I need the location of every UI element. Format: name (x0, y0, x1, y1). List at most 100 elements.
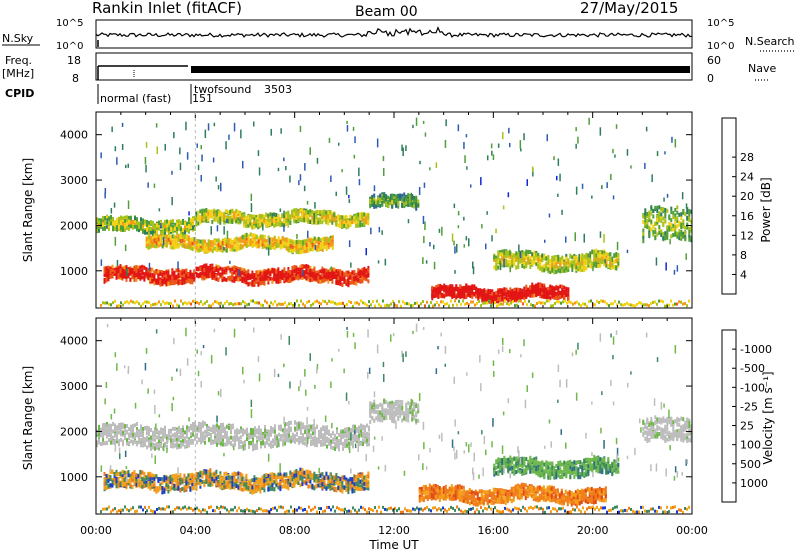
data-cell (585, 257, 588, 262)
data-cell (121, 274, 124, 279)
data-cell (233, 269, 236, 273)
data-cell (104, 221, 106, 226)
scatter-cell (377, 260, 380, 264)
near-range-cell (210, 304, 212, 308)
data-cell (331, 241, 334, 246)
scatter-cell (401, 144, 403, 152)
data-cell (341, 283, 344, 287)
data-cell (648, 232, 651, 237)
data-cell (186, 223, 188, 228)
data-cell (299, 240, 302, 244)
data-cell (505, 250, 508, 255)
data-cell (678, 222, 681, 227)
data-cell (303, 273, 306, 278)
data-cell (527, 249, 530, 254)
data-cell (672, 210, 675, 215)
data-cell (686, 207, 689, 212)
data-cell (341, 215, 344, 220)
data-cell (251, 282, 254, 287)
data-cell (353, 280, 356, 285)
data-cell (579, 265, 582, 270)
near-range-cell (168, 302, 170, 306)
data-cell (127, 274, 130, 279)
data-cell (335, 215, 338, 220)
data-cell (179, 235, 182, 240)
data-cell (365, 277, 368, 282)
data-cell (525, 252, 528, 257)
data-cell (167, 281, 170, 286)
data-cell (172, 219, 174, 224)
data-cell (100, 218, 102, 223)
data-cell (463, 290, 466, 295)
data-cell (180, 230, 182, 235)
data-cell (275, 239, 278, 244)
data-cell (319, 275, 322, 280)
data-cell (680, 234, 683, 239)
data-cell (131, 271, 134, 276)
data-cell (169, 241, 172, 246)
near-range-cell (146, 300, 148, 304)
near-range-cell (114, 299, 116, 303)
data-cell (115, 275, 118, 280)
data-cell (652, 224, 655, 229)
data-cell (567, 296, 570, 301)
data-cell (676, 224, 679, 229)
data-cell (662, 216, 665, 221)
data-cell (189, 271, 192, 276)
data-cell (475, 294, 478, 299)
data-cell (666, 232, 669, 237)
data-cell (585, 266, 588, 271)
data-cell (549, 290, 552, 295)
data-cell (385, 194, 388, 199)
scatter-cell (518, 244, 520, 253)
data-cell (295, 207, 298, 212)
data-cell (519, 290, 522, 295)
data-cell (176, 226, 178, 231)
data-cell (577, 257, 580, 262)
data-cell (541, 253, 544, 258)
scatter-cell (451, 233, 454, 242)
data-cell (165, 278, 168, 283)
data-cell (660, 207, 663, 212)
scatter-cell (100, 259, 103, 266)
scatter-cell (376, 138, 379, 148)
data-cell (343, 276, 346, 281)
data-cell (511, 296, 514, 301)
data-cell (471, 294, 474, 299)
data-cell (283, 273, 286, 278)
data-cell (333, 267, 336, 272)
data-cell (142, 219, 144, 224)
data-cell (287, 279, 290, 284)
data-cell (543, 292, 546, 297)
scatter-cell (378, 226, 381, 233)
data-cell (187, 272, 190, 277)
data-cell (127, 269, 130, 273)
data-cell (505, 259, 508, 263)
data-cell (525, 261, 528, 266)
scatter-cell (422, 120, 425, 124)
scatter-cell (285, 166, 287, 171)
data-cell (277, 214, 280, 219)
data-cell (213, 276, 216, 281)
data-cell (130, 220, 132, 225)
data-cell (149, 269, 152, 274)
data-cell (658, 228, 661, 233)
scatter-cell (121, 122, 124, 127)
scatter-cell (303, 185, 306, 192)
data-cell (517, 265, 520, 269)
data-cell (664, 234, 667, 239)
data-cell (126, 215, 128, 220)
data-cell (313, 220, 316, 225)
data-cell (327, 271, 330, 276)
data-cell (323, 278, 326, 283)
data-cell (239, 272, 242, 277)
data-cell (321, 269, 324, 273)
data-cell (233, 276, 236, 281)
data-cell (609, 252, 612, 257)
data-cell (479, 292, 482, 297)
data-cell (133, 271, 136, 276)
data-cell (415, 206, 418, 211)
scatter-cell (345, 186, 348, 195)
scatter-cell (557, 193, 559, 197)
data-cell (323, 245, 326, 249)
